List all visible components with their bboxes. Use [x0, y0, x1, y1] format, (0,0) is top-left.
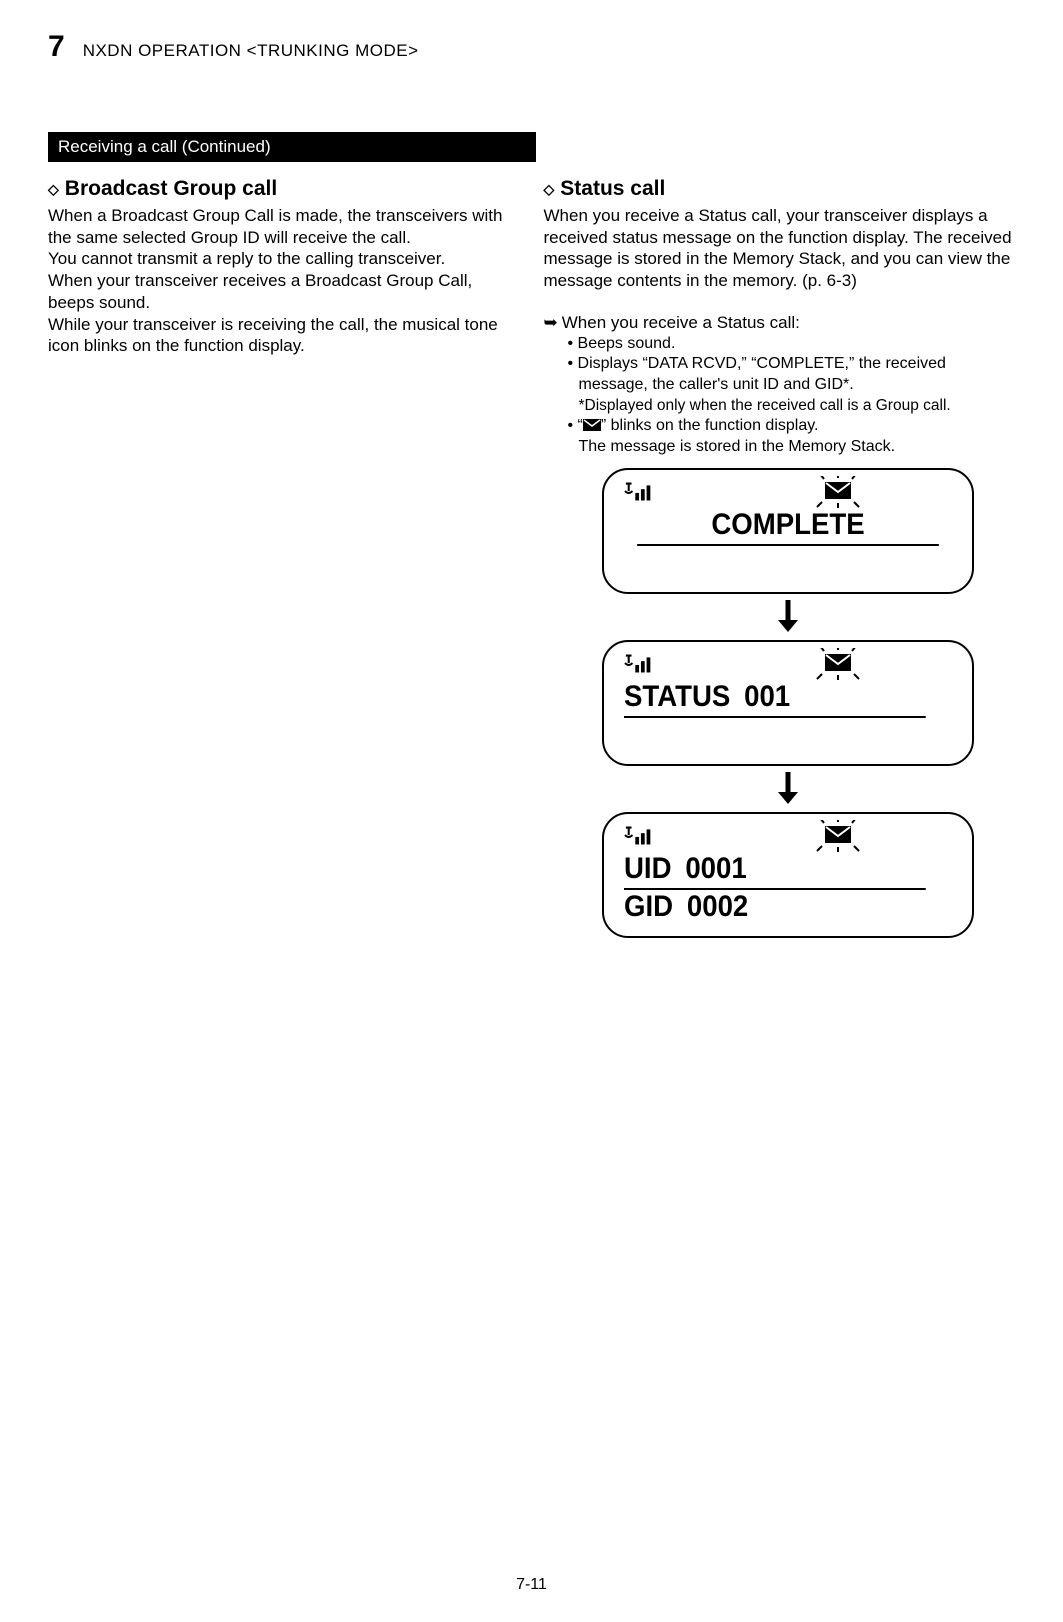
arrow-line: ➥When you receive a Status call:: [544, 312, 1016, 334]
envelope-blink-icon: [814, 820, 862, 852]
down-arrow-icon: [602, 770, 974, 810]
envelope-blink-icon: [814, 476, 862, 508]
lcd1-line1: COMPLETE: [637, 506, 939, 546]
left-p3: When your transceiver receives a Broadca…: [48, 270, 520, 314]
lcd3-top-row: [624, 824, 952, 848]
lcd-screen-3: UID 0001 GID 0002: [602, 812, 974, 938]
right-column: ◇ Status call When you receive a Status c…: [544, 176, 1016, 938]
envelope-icon: [583, 419, 601, 431]
bullet-list: • Beeps sound. • Displays “DATA RCVD,” “…: [544, 334, 1016, 458]
chapter-title: NXDN OPERATION <TRUNKING MODE>: [83, 41, 419, 61]
left-heading-text: Broadcast Group call: [65, 177, 277, 200]
right-heading: ◇ Status call: [544, 176, 1016, 203]
page-number: 7-11: [0, 1576, 1063, 1594]
lcd3-line1: UID 0001: [624, 850, 926, 890]
lcd-screen-2: STATUS 001: [602, 640, 974, 766]
diamond-icon: ◇: [544, 181, 555, 197]
bullet-2-note: *Displayed only when the received call i…: [568, 396, 1016, 416]
lcd1-top-row: [624, 480, 952, 504]
lcd3-line2: GID 0002: [624, 888, 926, 926]
bullet-3: • “” blinks on the function display.: [568, 416, 1016, 437]
bullet-3-post: ” blinks on the function display.: [601, 417, 819, 434]
signal-icon: [624, 653, 656, 675]
lcd-screen-1: COMPLETE: [602, 468, 974, 594]
left-heading: ◇ Broadcast Group call: [48, 176, 520, 203]
left-p4: While your transceiver is receiving the …: [48, 314, 520, 358]
arrow-text: When you receive a Status call:: [562, 313, 800, 332]
envelope-blink-icon: [814, 648, 862, 680]
right-p1: When you receive a Status call, your tra…: [544, 205, 1016, 292]
bullet-3-sub: The message is stored in the Memory Stac…: [568, 437, 1016, 458]
lcd2-line1: STATUS 001: [624, 678, 926, 718]
section-bar: Receiving a call (Continued): [48, 132, 536, 162]
bullet-1-text: Beeps sound.: [578, 335, 676, 352]
left-p1: When a Broadcast Group Call is made, the…: [48, 205, 520, 249]
bullet-2: • Displays “DATA RCVD,” “COMPLETE,” the …: [568, 354, 1016, 396]
signal-icon: [624, 481, 656, 503]
diamond-icon: ◇: [48, 181, 59, 197]
content-columns: ◇ Broadcast Group call When a Broadcast G…: [48, 176, 1015, 938]
arrow-icon: ➥: [544, 313, 558, 332]
left-column: ◇ Broadcast Group call When a Broadcast G…: [48, 176, 520, 938]
signal-icon: [624, 825, 656, 847]
lcd-stack: COMPLETE: [602, 468, 974, 938]
page-header: 7 NXDN OPERATION <TRUNKING MODE>: [48, 30, 1015, 64]
bullet-1: • Beeps sound.: [568, 334, 1016, 355]
right-heading-text: Status call: [560, 177, 665, 200]
lcd2-top-row: [624, 652, 952, 676]
down-arrow-icon: [602, 598, 974, 638]
chapter-number: 7: [48, 30, 65, 64]
left-p2: You cannot transmit a reply to the calli…: [48, 248, 520, 270]
bullet-2-text: Displays “DATA RCVD,” “COMPLETE,” the re…: [578, 355, 946, 393]
